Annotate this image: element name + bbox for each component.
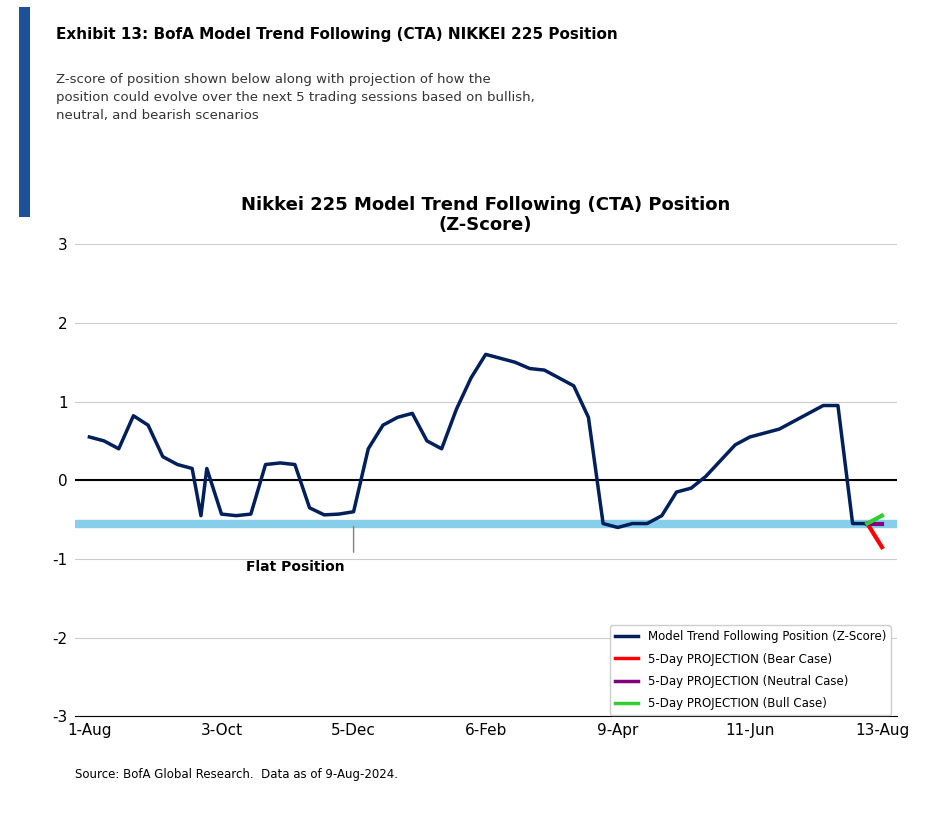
- Bar: [75, 520, 897, 527]
- Bar: [19, 7, 30, 217]
- Legend: Model Trend Following Position (Z-Score), 5-Day PROJECTION (Bear Case), 5-Day PR: Model Trend Following Position (Z-Score)…: [610, 625, 891, 716]
- Title: Nikkei 225 Model Trend Following (CTA) Position
(Z-Score): Nikkei 225 Model Trend Following (CTA) P…: [241, 195, 730, 234]
- Text: Exhibit 13: BofA Model Trend Following (CTA) NIKKEI 225 Position: Exhibit 13: BofA Model Trend Following (…: [56, 28, 617, 42]
- Text: Source: BofA Global Research.  Data as of 9-Aug-2024.: Source: BofA Global Research. Data as of…: [75, 768, 398, 781]
- Text: Z-score of position shown below along with projection of how the
position could : Z-score of position shown below along wi…: [56, 73, 535, 122]
- Text: Flat Position: Flat Position: [246, 560, 345, 574]
